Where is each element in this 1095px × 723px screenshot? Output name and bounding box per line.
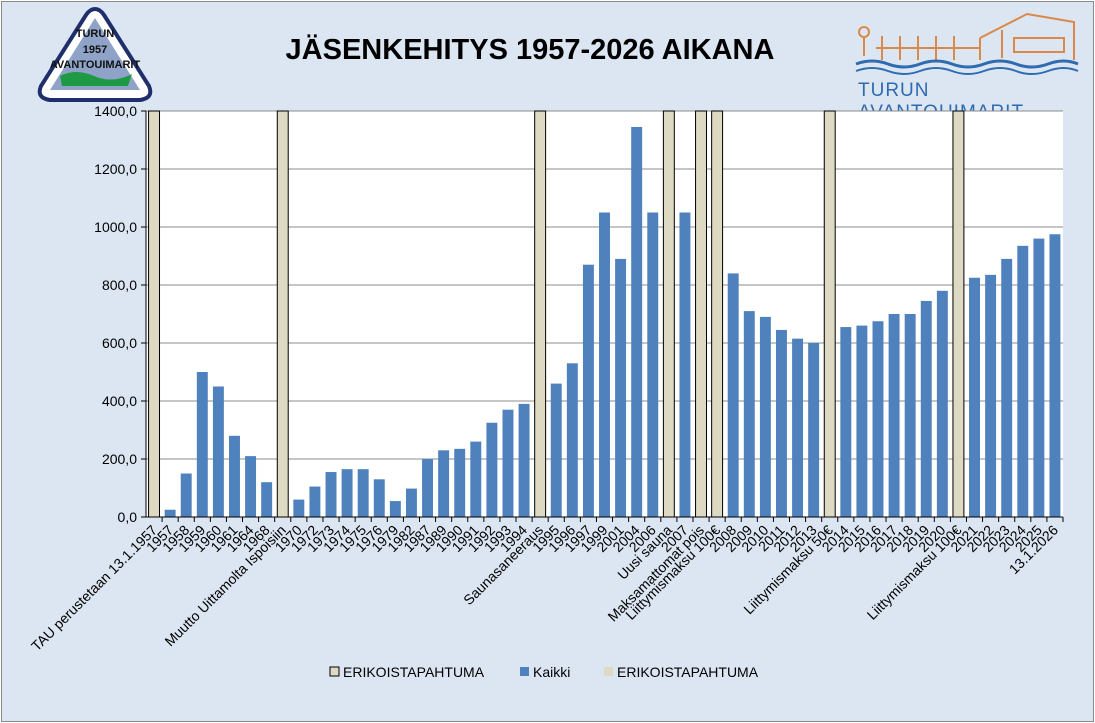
x-tick-label: TAU perustetaan 13.1.1957 <box>28 522 160 654</box>
member-count-bar <box>422 459 434 517</box>
member-count-bar <box>164 509 176 517</box>
member-count-bar <box>518 403 530 517</box>
special-event-bar <box>711 110 724 518</box>
y-tick-label: 1400,0 <box>94 103 137 119</box>
member-count-bar <box>1033 238 1045 517</box>
member-count-bar <box>196 372 208 517</box>
member-count-bar <box>438 450 450 517</box>
y-tick-label: 0,0 <box>118 509 138 525</box>
member-count-bar <box>840 327 852 517</box>
x-axis-ticks: TAU perustetaan 13.1.1957195719581959196… <box>28 517 1064 654</box>
special-event-bar <box>695 110 707 518</box>
member-count-bar <box>920 300 932 517</box>
member-count-bar <box>550 383 562 517</box>
member-count-bar <box>727 273 739 517</box>
member-count-bar <box>775 329 787 517</box>
member-count-bar <box>293 499 305 517</box>
member-count-bar <box>1017 245 1029 517</box>
member-count-bar <box>212 386 224 517</box>
member-count-bar <box>599 212 610 517</box>
y-tick-label: 800,0 <box>102 277 137 293</box>
special-event-bar <box>276 110 289 518</box>
y-tick-label: 600,0 <box>102 335 137 351</box>
member-count-bar <box>309 486 321 517</box>
member-count-bar <box>904 314 916 517</box>
y-tick-label: 1200,0 <box>94 161 137 177</box>
legend-item-special-2-swatch <box>604 667 613 676</box>
axes <box>145 111 1063 518</box>
member-count-bar <box>373 479 385 517</box>
member-count-bar <box>631 126 643 517</box>
member-count-bar <box>936 290 948 517</box>
club-badge-logo: TURUN 1957 AVANTOUIMARIT <box>37 6 153 102</box>
member-count-bar <box>872 321 884 517</box>
y-tick-label: 200,0 <box>102 451 137 467</box>
member-count-bar <box>985 274 997 517</box>
member-count-bar <box>856 325 868 517</box>
legend-item-special-label: ERIKOISTAPAHTUMA <box>343 664 485 680</box>
member-count-bar <box>229 435 240 517</box>
member-count-bar <box>1001 258 1013 517</box>
legend: ERIKOISTAPAHTUMA Kaikki ERIKOISTAPAHTUMA <box>329 664 759 680</box>
member-count-bar <box>792 338 804 517</box>
member-count-bar <box>808 343 820 517</box>
badge-line2: 1957 <box>83 44 107 56</box>
legend-item-special-swatch <box>329 666 340 677</box>
member-count-bar <box>888 314 900 517</box>
member-count-bar <box>743 311 755 517</box>
special-event-bar <box>534 110 547 518</box>
member-count-bar <box>969 277 980 517</box>
member-count-bar <box>180 473 192 517</box>
special-event-bar <box>952 110 965 518</box>
member-count-bar <box>405 488 417 517</box>
member-count-bar <box>454 448 466 517</box>
legend-item-special-2-label: ERIKOISTAPAHTUMA <box>617 664 759 680</box>
member-count-bar <box>679 212 691 517</box>
badge-line1: TURUN <box>76 28 115 40</box>
member-count-bar <box>566 363 578 517</box>
member-count-bar <box>502 409 514 517</box>
special-event-bar <box>662 110 675 518</box>
member-count-bar <box>759 316 771 517</box>
legend-item-kaikki-label: Kaikki <box>533 664 570 680</box>
member-count-bar <box>389 501 401 517</box>
y-tick-label: 400,0 <box>102 393 137 409</box>
legend-item-kaikki-swatch <box>520 667 529 676</box>
member-count-bar <box>647 212 659 517</box>
member-count-bar <box>615 258 627 517</box>
special-event-bar <box>148 110 161 518</box>
badge-line3: AVANTOUIMARIT <box>50 59 141 71</box>
member-count-bar <box>341 469 353 517</box>
member-count-bar <box>1049 234 1061 517</box>
page-title: JÄSENKEHITYS 1957-2026 AIKANA <box>285 34 775 66</box>
club-sauna-logo <box>855 12 1079 75</box>
bars <box>148 110 1061 518</box>
member-count-bar <box>470 441 482 517</box>
member-count-bar <box>486 422 498 517</box>
y-axis-ticks: 0,0 200,0 400,0 600,0 800,0 1000,0 1200,0 1400,… <box>94 103 146 525</box>
y-tick-label: 1000,0 <box>94 219 137 235</box>
member-count-bar <box>325 472 337 517</box>
special-event-bar <box>823 110 836 518</box>
member-count-bar <box>582 264 594 517</box>
member-count-bar <box>261 482 273 517</box>
member-count-bar <box>357 469 369 517</box>
member-count-bar <box>245 456 257 517</box>
